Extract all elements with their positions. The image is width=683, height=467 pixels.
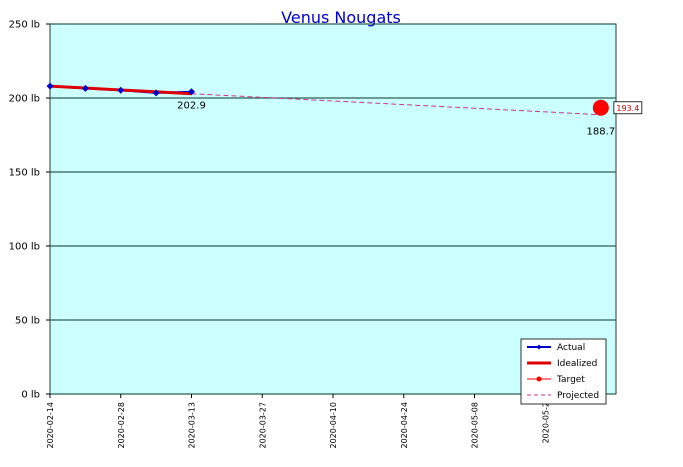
- actual-point: [117, 86, 125, 94]
- actual-point: [152, 89, 160, 97]
- actual-point: [81, 84, 89, 92]
- x-tick-label: 2020-03-27: [258, 402, 267, 449]
- x-tick-label: 2020-03-13: [188, 402, 197, 449]
- x-tick-label: 2020-04-24: [400, 402, 409, 449]
- x-tick-label: 2020-05-08: [471, 402, 480, 449]
- y-tick-label: 0 lb: [21, 390, 40, 401]
- x-tick-label: 2020-04-10: [329, 402, 338, 449]
- series-layer: [46, 82, 609, 116]
- labels: Venus Nougats 193.4 202.9 188.7: [177, 8, 643, 138]
- y-tick-label: 200 lb: [9, 94, 40, 105]
- x-tick-label: 2020-02-28: [117, 402, 126, 449]
- axes: 0 lb 50 lb 100 lb 150 lb 200 lb 250 lb 2020-02…: [9, 20, 551, 449]
- target-label-box: [613, 101, 643, 115]
- plot-background: [49, 23, 617, 395]
- actual-point: [188, 88, 195, 96]
- projected-line: [191, 93, 601, 116]
- legend: Actual Idealized Target Projected: [520, 338, 607, 405]
- x-tick-label: 2020-02-14: [46, 402, 55, 449]
- annotation-label: 202.9: [177, 101, 206, 112]
- plot-area: [49, 23, 617, 395]
- x-tick-label: 2020-05-2: [541, 402, 550, 443]
- annotation-label: 188.7: [587, 127, 616, 138]
- legend-label-projected: Projected: [557, 391, 599, 401]
- y-tick-label: 250 lb: [9, 20, 40, 31]
- legend-marker-target: [536, 376, 542, 382]
- legend-label-actual: Actual: [557, 343, 585, 353]
- legend-label-idealized: Idealized: [557, 359, 597, 369]
- legend-marker-actual: [536, 344, 542, 350]
- y-tick-label: 100 lb: [9, 242, 40, 253]
- y-tick-label: 150 lb: [9, 168, 40, 179]
- actual-point: [46, 82, 54, 90]
- target-point: [592, 99, 609, 116]
- target-label: 193.4: [616, 104, 639, 113]
- chart-title: Venus Nougats: [281, 8, 401, 27]
- y-tick-label: 50 lb: [15, 316, 40, 327]
- legend-box: [520, 338, 607, 405]
- legend-label-target: Target: [556, 375, 585, 385]
